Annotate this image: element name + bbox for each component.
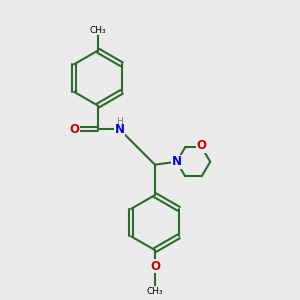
Text: CH₃: CH₃ <box>147 287 163 296</box>
Text: O: O <box>150 260 160 272</box>
Text: CH₃: CH₃ <box>90 26 106 34</box>
Text: N: N <box>172 155 182 168</box>
Text: O: O <box>70 123 80 136</box>
Text: H: H <box>116 117 123 126</box>
Text: O: O <box>197 139 207 152</box>
Text: N: N <box>115 123 124 136</box>
